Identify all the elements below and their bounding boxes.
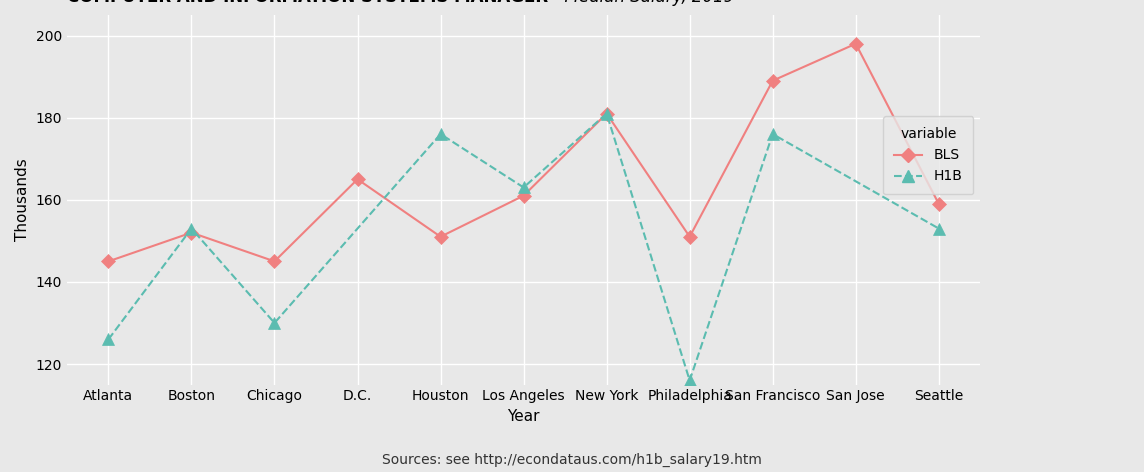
- Text: COMPUTER AND INFORMATION SYSTEMS MANAGER: COMPUTER AND INFORMATION SYSTEMS MANAGER: [66, 0, 548, 6]
- Text: - Median Salary, 2019: - Median Salary, 2019: [548, 0, 734, 6]
- X-axis label: Year: Year: [507, 409, 540, 424]
- Text: Sources: see http://econdataus.com/h1b_salary19.htm: Sources: see http://econdataus.com/h1b_s…: [382, 453, 762, 467]
- Legend: BLS, H1B: BLS, H1B: [883, 117, 974, 194]
- Y-axis label: Thousands: Thousands: [15, 159, 30, 241]
